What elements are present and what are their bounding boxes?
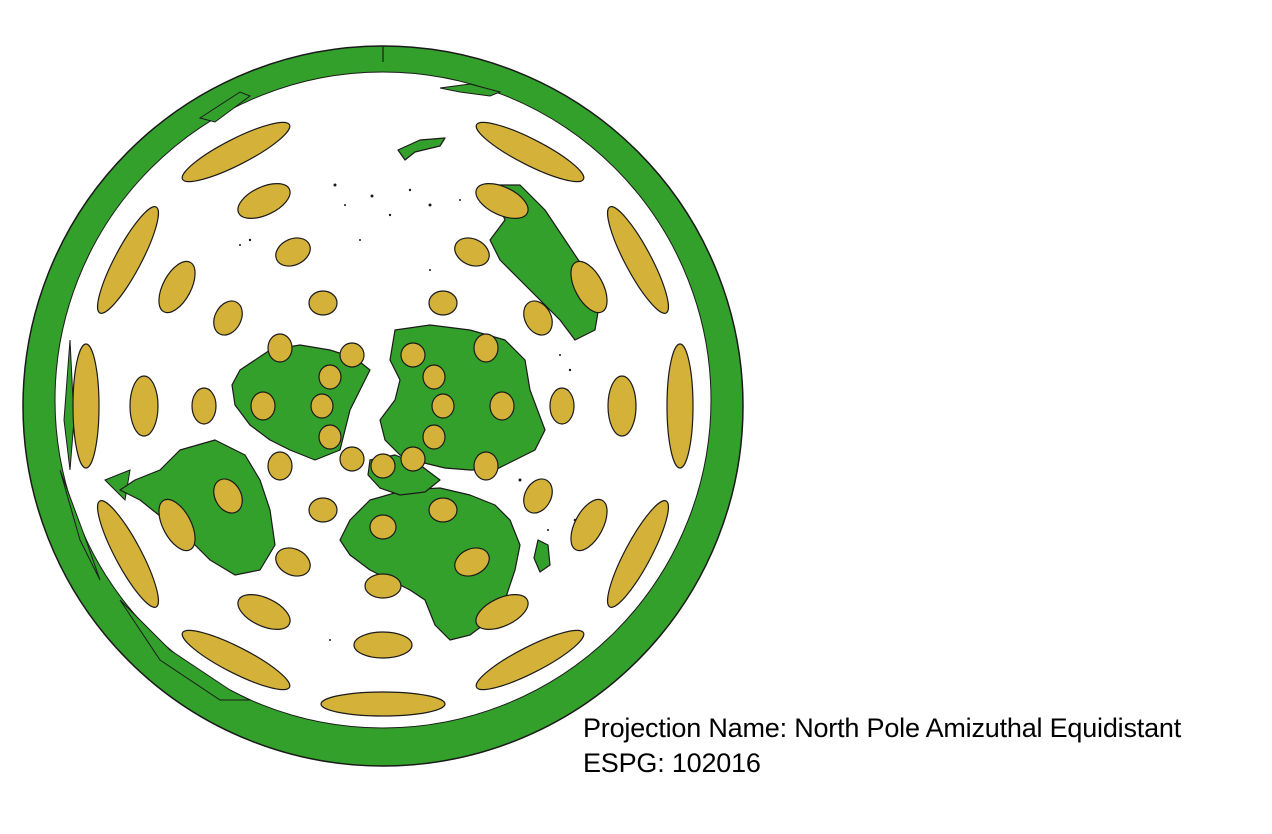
- indicatrix: [267, 451, 293, 481]
- indicatrix: [606, 500, 670, 608]
- indicatrix: [353, 631, 413, 659]
- indicatrix: [475, 594, 529, 630]
- indicatrix: [606, 206, 670, 314]
- indicatrix: [549, 387, 575, 425]
- indicatrix: [489, 391, 515, 421]
- indicatrix: [400, 342, 426, 368]
- indicatrix: [320, 691, 446, 717]
- indicatrix: [275, 237, 311, 267]
- indicatrix: [158, 260, 196, 314]
- indicatrix: [308, 497, 338, 523]
- indicatrix: [475, 121, 585, 183]
- indicatrix: [475, 183, 529, 219]
- indicatrix: [96, 500, 160, 608]
- indicatrix: [370, 453, 396, 479]
- indicatrix: [422, 364, 446, 390]
- indicatrix: [364, 573, 402, 599]
- indicatrix: [318, 364, 342, 390]
- indicatrix: [431, 393, 455, 419]
- indicatrix: [339, 342, 365, 368]
- indicatrix: [666, 343, 694, 469]
- landmass-south-america: [119, 439, 276, 576]
- indicatrix: [473, 333, 499, 363]
- landmass-small-island: [397, 137, 446, 161]
- indicatrix: [369, 514, 397, 540]
- indicatrix: [213, 300, 243, 336]
- indicatrix: [428, 290, 458, 316]
- islands: [239, 183, 577, 641]
- indicatrix: [428, 497, 458, 523]
- indicatrix: [400, 446, 426, 472]
- indicatrix: [318, 424, 342, 450]
- indicatrix: [310, 393, 334, 419]
- indicatrix: [158, 498, 196, 552]
- indicatrix: [454, 237, 490, 267]
- indicatrix: [422, 424, 446, 450]
- indicatrix: [570, 498, 608, 552]
- indicatrix: [213, 478, 243, 514]
- indicatrix: [607, 375, 637, 437]
- indicatrix: [475, 629, 585, 691]
- indicatrix: [308, 290, 338, 316]
- globe: [22, 45, 744, 767]
- indicatrix: [570, 260, 608, 314]
- indicatrix: [129, 375, 159, 437]
- indicatrix: [72, 343, 100, 469]
- indicatrix: [96, 206, 160, 314]
- indicatrix: [181, 629, 291, 691]
- indicatrix: [237, 183, 291, 219]
- indicatrix: [523, 300, 553, 336]
- indicatrix: [473, 451, 499, 481]
- indicatrix: [250, 391, 276, 421]
- indicatrix: [181, 121, 291, 183]
- tissot-indicatrices: [72, 121, 694, 717]
- indicatrix: [275, 547, 311, 577]
- projection-name-label: Projection Name: North Pole Amizuthal Eq…: [583, 713, 1182, 743]
- landmass-madagascar: [533, 539, 551, 573]
- indicatrix: [267, 333, 293, 363]
- map-caption: Projection Name: North Pole Amizuthal Eq…: [583, 711, 1181, 781]
- landmass-east-asia: [489, 184, 601, 341]
- indicatrix: [523, 478, 553, 514]
- indicatrix: [191, 387, 217, 425]
- indicatrix: [339, 446, 365, 472]
- epsg-label: ESPG: 102016: [583, 748, 761, 778]
- indicatrix: [454, 547, 490, 577]
- indicatrix: [237, 594, 291, 630]
